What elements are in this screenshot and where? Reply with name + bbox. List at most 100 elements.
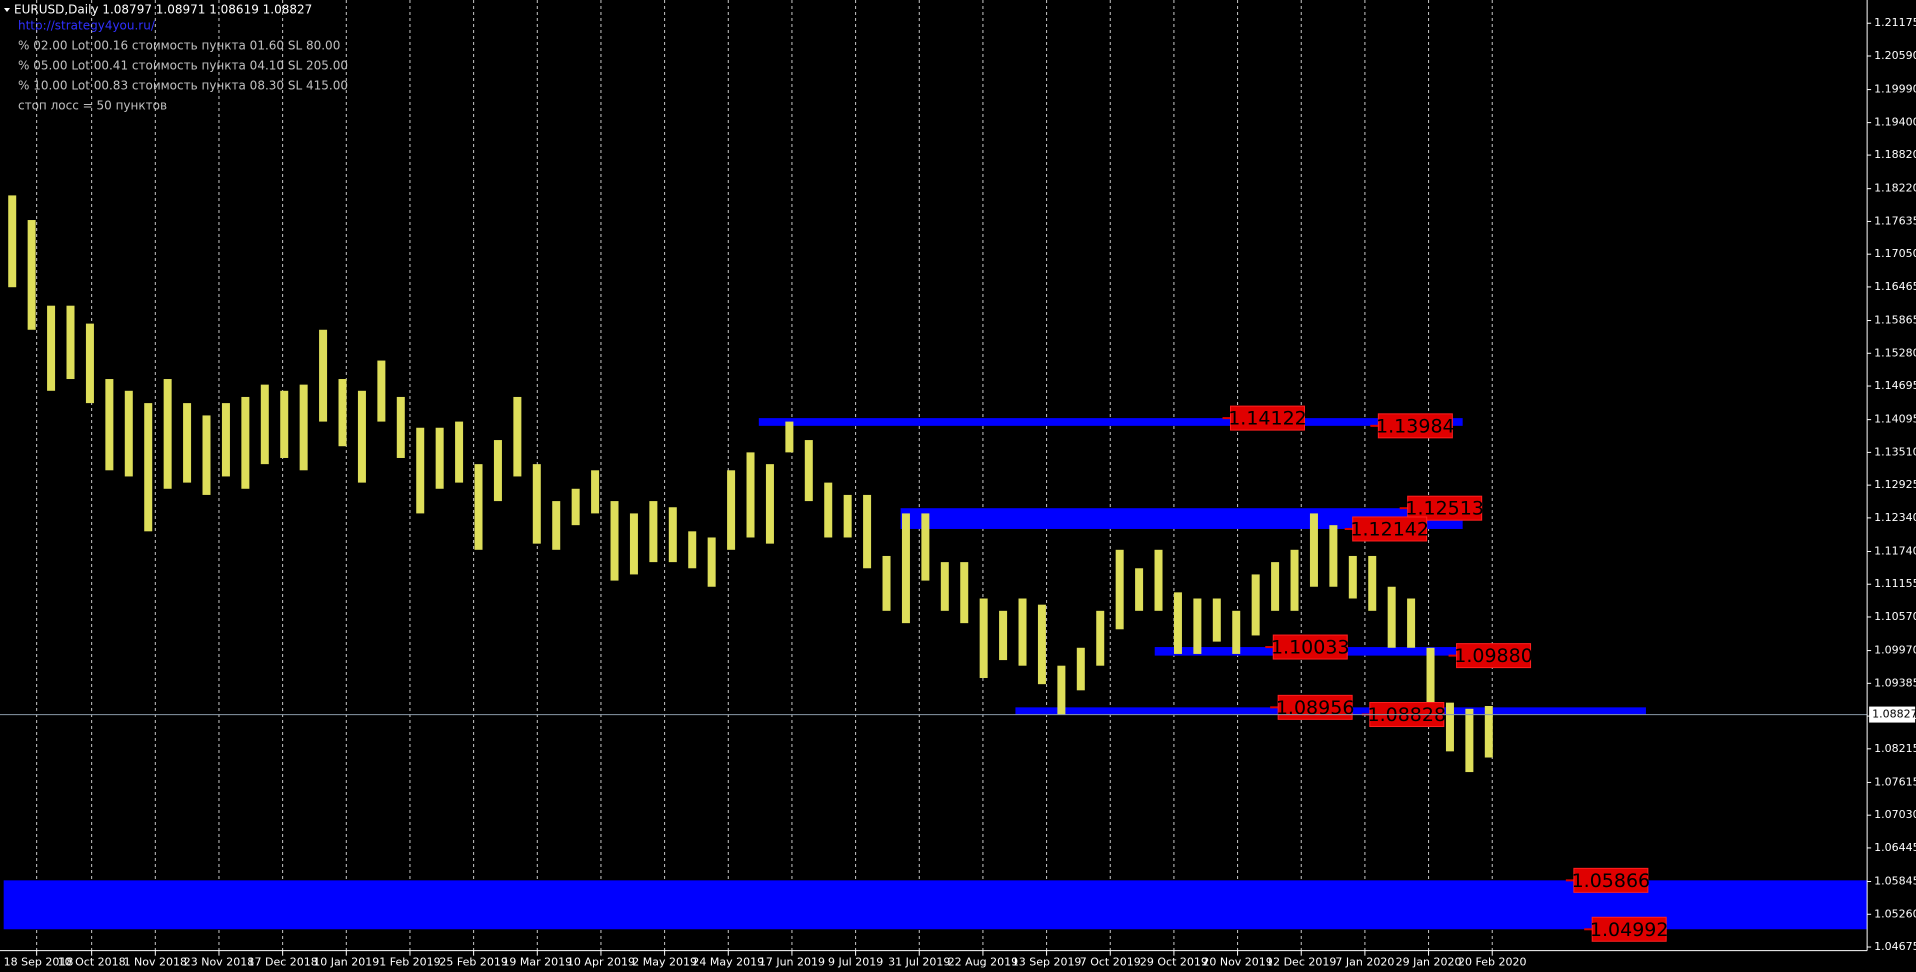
price-bar: [765, 464, 774, 544]
x-tick-label: 10 Apr 2019: [567, 956, 635, 969]
price-bar: [804, 440, 813, 502]
y-tick-label: 1.18220: [1874, 182, 1916, 195]
y-tick-label: 1.10570: [1874, 610, 1916, 623]
zone: [3, 880, 1868, 930]
url[interactable]: http://strategy4you.ru/: [18, 19, 156, 33]
x-tick-label: 10 Oct 2018: [58, 956, 126, 969]
price-bar: [843, 494, 852, 538]
price-bar: [377, 360, 386, 422]
price-bar: [1173, 592, 1182, 654]
x-tick-label: 13 Sep 2019: [1012, 956, 1082, 969]
y-tick-label: 1.04675: [1874, 940, 1916, 953]
axis-panel: [1867, 0, 1916, 972]
price-bar: [591, 470, 600, 514]
price-bar: [649, 501, 658, 563]
level-label-box: [1272, 634, 1348, 660]
y-tick-label: 1.20590: [1874, 49, 1916, 62]
price-bar: [1232, 610, 1241, 654]
price-bar: [746, 452, 755, 538]
y-tick-label: 1.17635: [1874, 214, 1916, 227]
level-label-box: [1377, 413, 1453, 439]
level-label: 1.05866: [1572, 870, 1651, 892]
price-bar: [727, 470, 736, 550]
y-tick-label: 1.14695: [1874, 379, 1916, 392]
y-tick-label: 1.19400: [1874, 116, 1916, 129]
price-bar: [260, 384, 269, 465]
price-bar: [960, 562, 969, 624]
x-tick-label: 7 Oct 2019: [1080, 956, 1141, 969]
y-tick-label: 1.05845: [1874, 875, 1916, 888]
price-bar: [688, 531, 697, 569]
level-label-box: [1591, 916, 1667, 942]
x-tick-label: 1 Nov 2018: [124, 956, 187, 969]
level-label: 1.12513: [1405, 498, 1484, 520]
price-bar: [396, 396, 405, 458]
price-bar: [863, 494, 872, 569]
x-tick-label: 20 Feb 2020: [1458, 956, 1526, 969]
level-label-box: [1277, 694, 1353, 720]
price-bar: [882, 555, 891, 611]
y-tick-label: 1.06445: [1874, 841, 1916, 854]
price-bar: [1348, 555, 1357, 599]
x-tick-label: 29 Jan 2020: [1396, 956, 1462, 969]
y-tick-label: 1.15280: [1874, 346, 1916, 359]
y-tick-label: 1.05260: [1874, 907, 1916, 920]
x-tick-label: 9 Jul 2019: [828, 956, 883, 969]
price-bar: [1426, 647, 1435, 709]
price-bar: [1135, 568, 1144, 611]
price-bar: [299, 384, 308, 471]
y-tick-label: 1.12925: [1874, 478, 1916, 491]
menu-arrow: [4, 8, 10, 12]
price-bar: [552, 501, 561, 550]
price-bar: [163, 379, 172, 489]
price-bar: [707, 537, 716, 587]
y-tick-label: 1.07030: [1874, 808, 1916, 821]
level-label: 1.14122: [1228, 408, 1307, 430]
last-price-label: 1.08827: [1872, 708, 1916, 721]
price-bar: [1212, 598, 1221, 642]
x-tick-label: 22 Aug 2019: [948, 956, 1018, 969]
y-tick-label: 1.19990: [1874, 83, 1916, 96]
chart-title: EURUSD,Daily 1.08797 1.08971 1.08619 1.0…: [14, 3, 312, 17]
price-bar: [455, 421, 464, 483]
y-tick-label: 1.07615: [1874, 775, 1916, 788]
price-bar: [105, 379, 114, 471]
price-bar: [610, 501, 619, 581]
price-bar: [357, 390, 366, 483]
price-bar: [785, 421, 794, 453]
y-tick-label: 1.17050: [1874, 247, 1916, 260]
price-bar: [1484, 706, 1493, 758]
x-tick-label: 10 Jan 2019: [313, 956, 379, 969]
price-bar: [1096, 610, 1105, 666]
y-tick-label: 1.09385: [1874, 676, 1916, 689]
price-bar: [513, 396, 522, 477]
x-tick-label: 29 Oct 2019: [1140, 956, 1208, 969]
price-bar: [1018, 598, 1027, 666]
x-tick-label: 19 Mar 2019: [502, 956, 572, 969]
y-tick-label: 1.13510: [1874, 445, 1916, 458]
price-bar: [1154, 549, 1163, 611]
level-label-box: [1456, 643, 1532, 669]
price-bar: [221, 403, 230, 477]
y-tick-label: 1.14095: [1874, 413, 1916, 426]
x-tick-label: 25 Feb 2019: [439, 956, 507, 969]
x-tick-label: 20 Nov 2019: [1202, 956, 1272, 969]
price-bar: [124, 390, 133, 477]
x-tick-label: 12 Dec 2019: [1266, 956, 1336, 969]
price-bar: [435, 427, 444, 489]
level-label-box: [1352, 516, 1428, 542]
y-tick-label: 1.11740: [1874, 544, 1916, 557]
risk-line: % 02.00 Lot 00.16 стоимость пункта 01.60…: [18, 39, 340, 53]
y-tick-label: 1.08215: [1874, 742, 1916, 755]
price-bar: [338, 379, 347, 447]
y-tick-label: 1.11155: [1874, 577, 1916, 590]
price-bar: [1290, 549, 1299, 611]
price-bar: [668, 507, 677, 563]
price-bar: [999, 610, 1008, 661]
price-bar: [940, 562, 949, 611]
x-tick-label: 24 May 2019: [692, 956, 764, 969]
y-tick-label: 1.21175: [1874, 16, 1916, 29]
